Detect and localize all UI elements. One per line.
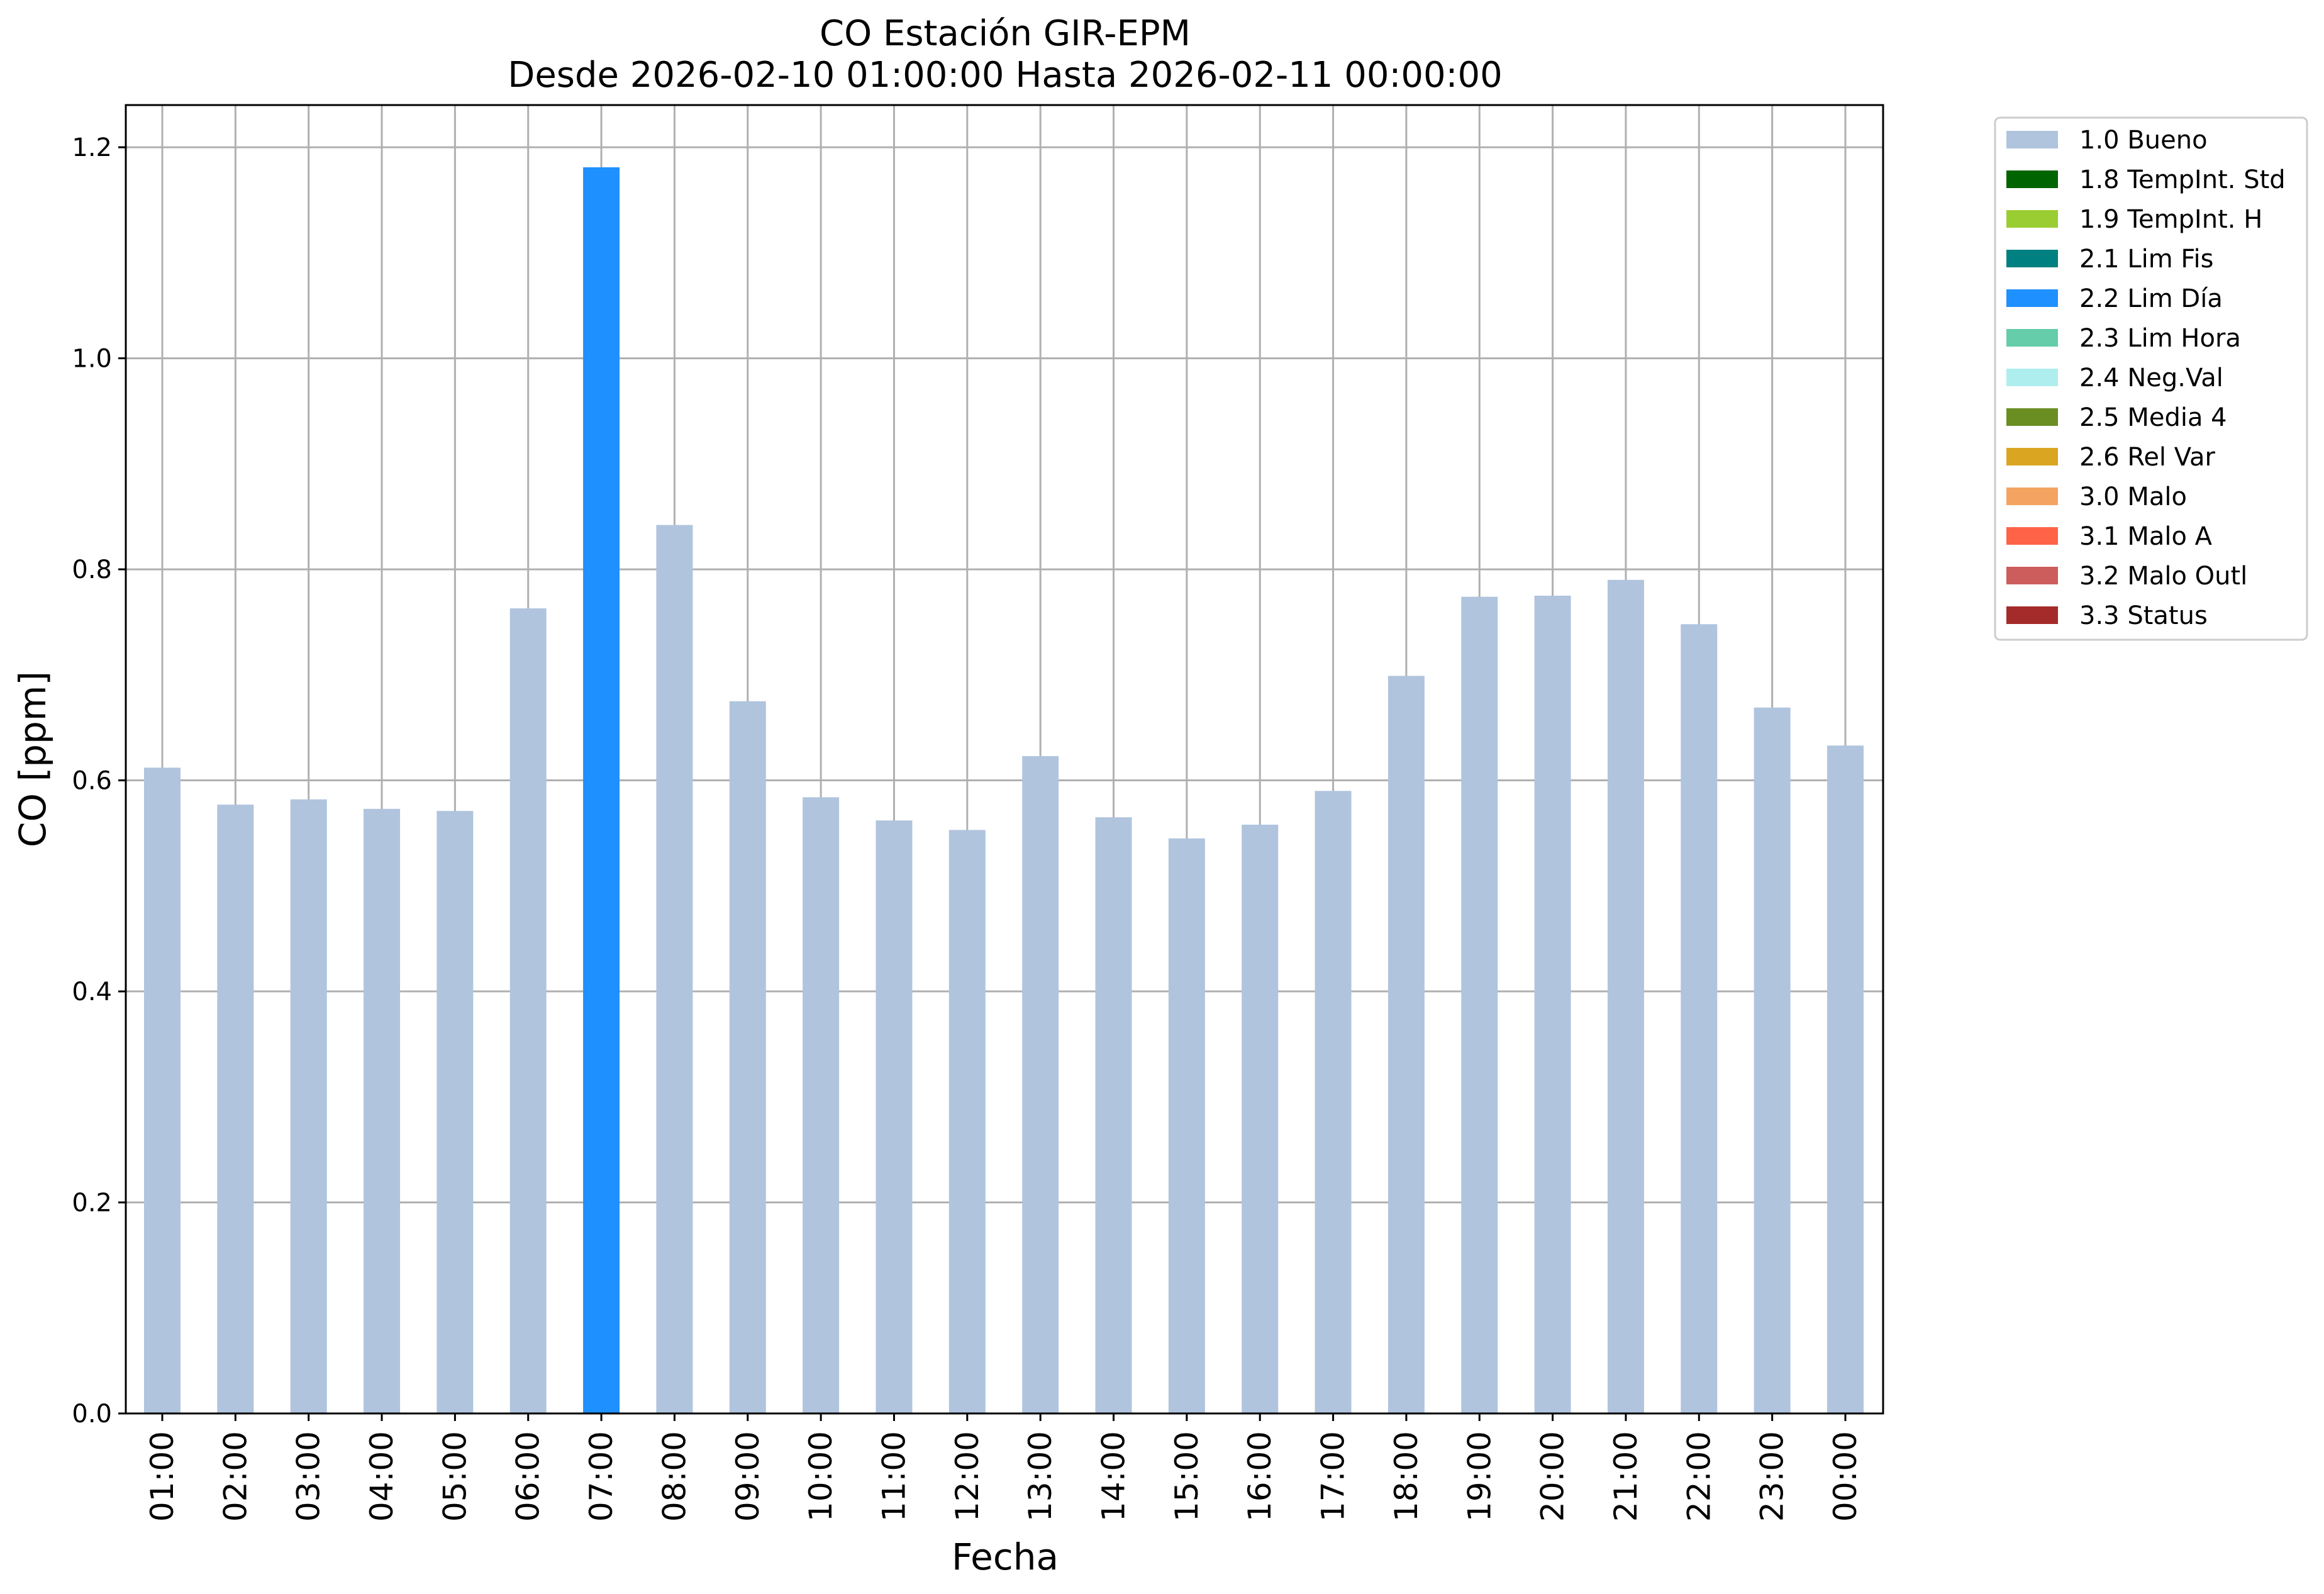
legend-label: 3.2 Malo Outl: [2079, 562, 2247, 591]
x-tick-label: 19:00: [1461, 1431, 1498, 1522]
x-tick-label: 12:00: [949, 1431, 986, 1522]
legend-swatch: [2006, 448, 2058, 465]
plot-frame: [125, 104, 1884, 1415]
x-tick-label: 14:00: [1096, 1431, 1132, 1522]
bar-19:00: [1461, 596, 1498, 1413]
bar-00:00: [1827, 745, 1864, 1413]
bar-14:00: [1095, 817, 1132, 1413]
legend-label: 1.0 Bueno: [2079, 126, 2208, 155]
x-tick-label: 05:00: [436, 1431, 473, 1522]
x-tick-label: 09:00: [730, 1431, 766, 1522]
legend-label: 1.9 TempInt. H: [2079, 205, 2262, 234]
bar-05:00: [436, 811, 474, 1413]
x-tick-label: 21:00: [1608, 1431, 1644, 1522]
legend-label: 2.2 Lim Día: [2079, 284, 2223, 313]
y-tick-label: 1.0: [72, 345, 112, 374]
legend-label: 2.4 Neg.Val: [2079, 364, 2223, 393]
bar-08:00: [656, 525, 693, 1413]
bar-15:00: [1168, 838, 1205, 1413]
legend-swatch: [2006, 488, 2058, 505]
x-tick-label: 07:00: [583, 1431, 620, 1522]
chart-title: CO Estación GIR-EPM: [820, 13, 1191, 54]
bar-03:00: [290, 799, 327, 1413]
bar-22:00: [1681, 624, 1718, 1414]
legend-label: 2.1 Lim Fis: [2079, 245, 2213, 274]
y-tick-label: 0.2: [72, 1189, 112, 1218]
x-tick-label: 01:00: [144, 1431, 181, 1522]
legend-swatch: [2006, 250, 2058, 267]
bar-23:00: [1754, 707, 1791, 1413]
x-tick-label: 23:00: [1754, 1431, 1791, 1522]
bar-20:00: [1534, 596, 1571, 1413]
chart-subtitle: Desde 2026-02-10 01:00:00 Hasta 2026-02-…: [508, 55, 1503, 96]
legend: 1.0 Bueno 1.8 TempInt. Std 1.9 TempInt. H 2…: [1994, 116, 2308, 641]
x-tick-label: 15:00: [1169, 1431, 1205, 1522]
bars-group: [144, 167, 1864, 1414]
bar-16:00: [1242, 825, 1279, 1413]
legend-label: 1.8 TempInt. Std: [2079, 165, 2286, 194]
legend-swatch: [2006, 567, 2058, 584]
bar-07:00: [583, 167, 620, 1413]
legend-swatch: [2006, 210, 2058, 228]
x-tick-label: 22:00: [1681, 1431, 1717, 1522]
y-axis-ticks: 0.0 0.2 0.4 0.6 0.8 1.0 1.2: [72, 133, 126, 1429]
legend-label: 3.3 Status: [2079, 601, 2208, 630]
legend-label: 3.1 Malo A: [2079, 522, 2213, 551]
bar-18:00: [1387, 676, 1425, 1413]
x-tick-label: 18:00: [1388, 1431, 1425, 1522]
legend-box: [1994, 116, 2308, 641]
y-tick-label: 0.4: [72, 978, 112, 1006]
bar-06:00: [509, 608, 547, 1413]
x-tick-label: 03:00: [291, 1431, 327, 1522]
bar-13:00: [1022, 755, 1059, 1413]
y-axis-label: CO [ppm]: [11, 671, 54, 847]
bar-21:00: [1607, 579, 1644, 1414]
bar-10:00: [803, 797, 840, 1413]
legend-swatch: [2006, 170, 2058, 188]
legend-swatch: [2006, 408, 2058, 426]
y-tick-label: 0.6: [72, 767, 112, 796]
x-tick-label: 00:00: [1827, 1431, 1864, 1522]
legend-label: 3.0 Malo: [2079, 482, 2187, 511]
bar-09:00: [729, 701, 766, 1413]
legend-swatch: [2006, 329, 2058, 347]
x-tick-label: 08:00: [656, 1431, 692, 1522]
x-tick-label: 11:00: [876, 1431, 912, 1522]
x-tick-label: 10:00: [803, 1431, 839, 1522]
bar-12:00: [948, 830, 986, 1413]
legend-label: 2.3 Lim Hora: [2079, 324, 2241, 353]
x-tick-label: 17:00: [1315, 1431, 1352, 1522]
legend-swatch: [2006, 527, 2058, 545]
x-tick-label: 20:00: [1535, 1431, 1571, 1522]
x-tick-label: 02:00: [217, 1431, 253, 1522]
legend-items: 1.0 Bueno 1.8 TempInt. Std 1.9 TempInt. H 2…: [2006, 126, 2286, 630]
bar-04:00: [364, 808, 401, 1413]
legend-swatch: [2006, 131, 2058, 148]
bar-01:00: [144, 767, 181, 1413]
x-axis-ticks: 01:00 02:00 03:00 04:00 05:00 06:00 07:00 08:00…: [144, 1413, 1864, 1522]
x-tick-label: 13:00: [1022, 1431, 1059, 1522]
legend-label: 2.6 Rel Var: [2079, 443, 2216, 472]
x-axis-label: Fecha: [952, 1535, 1059, 1578]
bar-02:00: [217, 805, 254, 1413]
y-tick-label: 1.2: [72, 133, 112, 162]
legend-label: 2.5 Media 4: [2079, 403, 2227, 432]
x-tick-label: 16:00: [1242, 1431, 1278, 1522]
legend-swatch: [2006, 369, 2058, 386]
legend-swatch: [2006, 289, 2058, 307]
y-tick-label: 0.8: [72, 555, 112, 584]
x-tick-label: 06:00: [510, 1431, 547, 1522]
y-tick-label: 0.0: [72, 1400, 112, 1429]
x-tick-label: 04:00: [364, 1431, 400, 1522]
legend-swatch: [2006, 606, 2058, 624]
bar-17:00: [1315, 791, 1352, 1413]
bar-11:00: [876, 820, 913, 1413]
